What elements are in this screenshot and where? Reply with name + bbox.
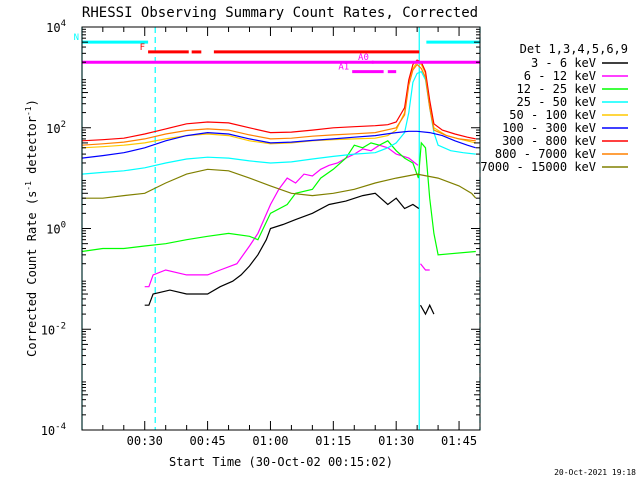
y-tick-label-2: 100 [46, 221, 66, 237]
y-tick-label-3: 102 [46, 120, 66, 136]
legend-label-1: 6 - 12 keV [524, 69, 596, 83]
flag-bars: N F A0 A1 [74, 33, 480, 74]
y-tick-base: 10 [41, 424, 55, 438]
flag-label-4: A1 [338, 63, 349, 73]
y-tick-label-1: 10-2 [41, 321, 66, 337]
series-line-4 [81, 140, 476, 256]
flag-label-1: F [140, 43, 145, 53]
y-tick-label-0: 10-4 [41, 422, 66, 438]
series-line-7 [81, 130, 476, 159]
x-axis-label: Start Time (30-Oct-02 00:15:02) [169, 455, 393, 469]
x-tick-label-2: 01:00 [252, 434, 288, 448]
x-axis-ticks: 00:30 00:45 01:00 01:15 01:30 01:45 [102, 27, 477, 448]
legend-label-0: 3 - 6 keV [531, 56, 596, 70]
series-line-3 [420, 263, 430, 271]
y-label-sup2: -1 [24, 106, 33, 116]
legend-label-4: 50 - 100 keV [509, 108, 596, 122]
x-tick-label-1: 00:45 [190, 434, 226, 448]
x-tick-label-5: 01:45 [441, 434, 477, 448]
y-tick-label-4: 104 [46, 19, 66, 35]
series-line-2 [144, 144, 419, 288]
legend-label-6: 300 - 800 keV [502, 134, 596, 148]
series-line-9 [81, 63, 476, 146]
legend-label-2: 12 - 25 keV [517, 82, 596, 96]
y-tick-exponent: 2 [61, 120, 66, 130]
x-tick-label-3: 01:15 [315, 434, 351, 448]
y-label-end: ) [25, 99, 39, 106]
x-tick-label-0: 00:30 [127, 434, 163, 448]
legend-label-5: 100 - 300 keV [502, 121, 596, 135]
y-tick-exponent: -2 [55, 321, 66, 331]
y-tick-base: 10 [46, 122, 60, 136]
x-tick-label-4: 01:30 [378, 434, 414, 448]
legend-title: Det 1,3,4,5,6,9 [520, 42, 628, 56]
y-label-main: Corrected Count Rate (s [25, 191, 39, 357]
y-axis-label: Corrected Count Rate (s-1 detector-1) [24, 99, 39, 357]
series-line-0 [144, 192, 420, 306]
y-label-sup1: -1 [24, 181, 33, 191]
y-tick-exponent: 0 [61, 221, 66, 231]
flag-label-0: N [74, 33, 79, 43]
y-label-mid: detector [25, 116, 39, 181]
flag-label-3: A0 [358, 53, 369, 63]
series-line-10 [81, 168, 477, 199]
series-line-8 [81, 59, 476, 142]
legend-label-8: 7000 - 15000 keV [480, 160, 596, 174]
y-tick-base: 10 [46, 21, 60, 35]
y-tick-exponent: 4 [61, 19, 66, 29]
timestamp: 20-Oct-2021 19:18 [554, 468, 636, 477]
chart-title: RHESSI Observing Summary Count Rates, Co… [82, 5, 478, 21]
y-tick-exponent: -4 [55, 422, 66, 432]
y-tick-base: 10 [41, 323, 55, 337]
legend-label-7: 800 - 7000 keV [495, 147, 596, 161]
series-line-1 [419, 303, 435, 316]
legend-label-3: 25 - 50 keV [517, 95, 596, 109]
y-tick-base: 10 [46, 223, 60, 237]
series-lines [81, 59, 477, 316]
